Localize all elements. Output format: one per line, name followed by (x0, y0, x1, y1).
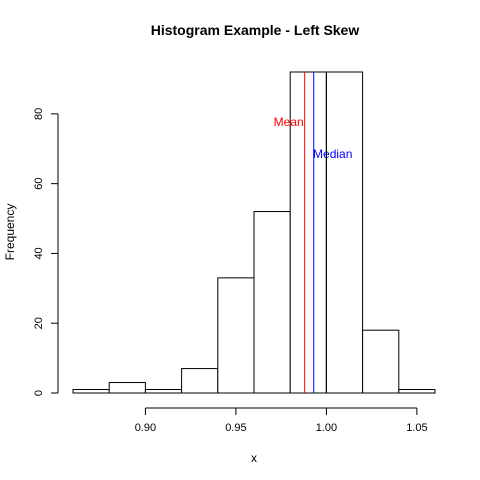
y-axis: 0 20 40 60 80 (33, 108, 59, 396)
histogram-bar (72, 389, 110, 394)
x-tick-label: 1.00 (316, 422, 337, 434)
histogram-bar (108, 382, 146, 394)
x-axis-label: x (251, 451, 257, 465)
y-tick-label: 40 (33, 247, 45, 259)
y-tick-label: 80 (33, 108, 45, 120)
y-tick-label: 60 (33, 178, 45, 190)
x-axis: 0.90 0.95 1.00 1.05 (135, 407, 428, 434)
mean-label: Mean (274, 115, 304, 129)
histogram-bar (362, 329, 400, 394)
x-tick-label: 1.05 (406, 422, 427, 434)
reference-lines: Mean Median (274, 72, 352, 393)
histogram-bar (289, 71, 327, 394)
x-tick-label: 0.90 (135, 422, 156, 434)
histogram-bar (398, 389, 436, 394)
histogram-bar (253, 211, 291, 394)
y-axis-label: Frequency (3, 204, 17, 261)
median-label: Median (313, 147, 352, 161)
histogram-bar (325, 71, 364, 394)
y-tick-label: 0 (33, 390, 45, 396)
histogram-bar (144, 389, 183, 394)
histogram-bar (181, 368, 219, 394)
chart-title: Histogram Example - Left Skew (151, 22, 360, 38)
y-tick-label: 20 (33, 317, 45, 329)
x-tick-label: 0.95 (225, 422, 246, 434)
histogram-bar (217, 277, 255, 394)
histogram-bars (72, 71, 436, 394)
